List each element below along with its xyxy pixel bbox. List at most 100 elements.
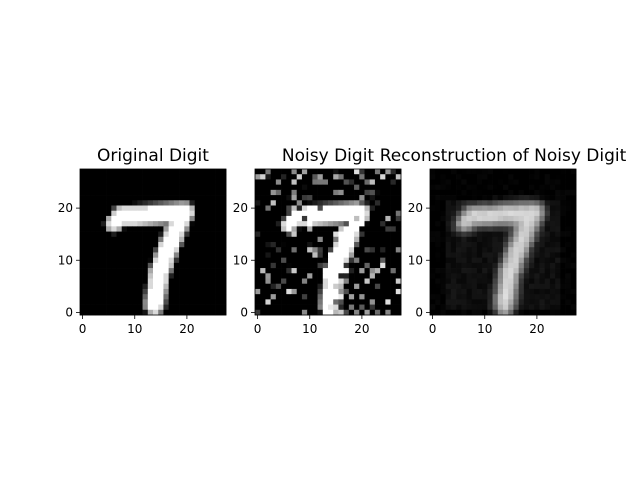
pixel <box>461 195 467 201</box>
pixel <box>445 236 452 243</box>
pixel <box>85 205 91 212</box>
pixel <box>137 268 143 274</box>
pixel <box>215 221 222 227</box>
pixel <box>380 273 386 279</box>
pixel <box>296 215 303 222</box>
pixel <box>390 247 397 253</box>
pixel <box>466 247 473 253</box>
pixel <box>281 262 287 269</box>
pixel <box>476 299 483 305</box>
pixel <box>461 189 467 196</box>
pixel <box>153 179 159 185</box>
pixel <box>312 252 318 258</box>
pixel <box>374 309 381 316</box>
pixel <box>275 268 282 274</box>
pixel <box>445 200 452 206</box>
pixel <box>210 169 216 175</box>
pixel <box>90 179 96 185</box>
pixel <box>343 242 350 248</box>
pixel <box>317 309 324 316</box>
pixel <box>492 288 499 295</box>
pixel <box>307 210 313 217</box>
pixel <box>260 169 266 175</box>
pixel <box>348 195 355 201</box>
pixel <box>116 247 123 253</box>
pixel <box>508 294 514 300</box>
pixel <box>137 189 143 196</box>
pixel <box>435 294 441 300</box>
pixel <box>312 169 318 175</box>
pixel <box>307 231 313 238</box>
pixel <box>348 189 355 196</box>
pixel <box>487 268 493 274</box>
pixel <box>461 179 467 185</box>
pixel <box>549 283 556 290</box>
pixel <box>307 304 313 311</box>
pixel <box>121 247 128 253</box>
pixel <box>503 257 509 264</box>
pixel <box>359 252 365 258</box>
pixel <box>369 278 376 285</box>
pixel <box>523 268 530 274</box>
pixel <box>312 294 318 300</box>
pixel <box>359 195 365 201</box>
pixel <box>80 247 86 253</box>
pixel <box>312 242 318 248</box>
pixel <box>301 174 308 180</box>
pixel <box>205 236 211 243</box>
pixel <box>385 215 391 222</box>
pixel <box>265 236 271 243</box>
pixel <box>168 278 175 285</box>
pixel <box>333 262 339 269</box>
pixel <box>173 169 180 175</box>
pixel <box>476 242 483 248</box>
pixel <box>142 283 149 290</box>
pixel <box>369 294 376 300</box>
pixel <box>374 288 381 295</box>
pixel <box>163 294 169 300</box>
pixel <box>168 288 175 295</box>
pixel <box>359 226 365 232</box>
pixel <box>163 231 169 238</box>
pixel <box>121 283 128 290</box>
pixel <box>90 309 96 316</box>
pixel <box>168 309 175 316</box>
pixel <box>265 273 271 279</box>
pixel <box>255 174 261 180</box>
pixel <box>359 283 365 290</box>
pixel <box>312 268 318 274</box>
pixel <box>220 242 227 248</box>
pixel <box>359 210 365 217</box>
pixel <box>116 231 123 238</box>
pixel <box>435 184 441 191</box>
pixel <box>307 200 313 206</box>
pixel <box>80 299 86 305</box>
pixel <box>471 195 478 201</box>
pixel <box>106 257 112 264</box>
pixel <box>85 294 91 300</box>
pixel <box>153 252 159 258</box>
pixel <box>570 273 577 279</box>
pixel <box>270 189 277 196</box>
pixel <box>435 304 441 311</box>
pixel <box>482 252 488 258</box>
pixel <box>126 288 133 295</box>
pixel <box>471 304 478 311</box>
pixel <box>312 174 318 180</box>
pixel <box>137 278 143 285</box>
pixel <box>189 247 196 253</box>
pixel <box>338 189 344 196</box>
pixel <box>205 231 211 238</box>
pixel <box>430 215 436 222</box>
pixel <box>215 304 222 311</box>
pixel <box>106 210 112 217</box>
pixel <box>147 273 154 279</box>
pixel <box>106 189 112 196</box>
pixel <box>440 205 446 212</box>
pixel <box>312 262 318 269</box>
pixel <box>390 169 397 175</box>
pixel <box>168 184 175 191</box>
pixel <box>456 174 462 180</box>
